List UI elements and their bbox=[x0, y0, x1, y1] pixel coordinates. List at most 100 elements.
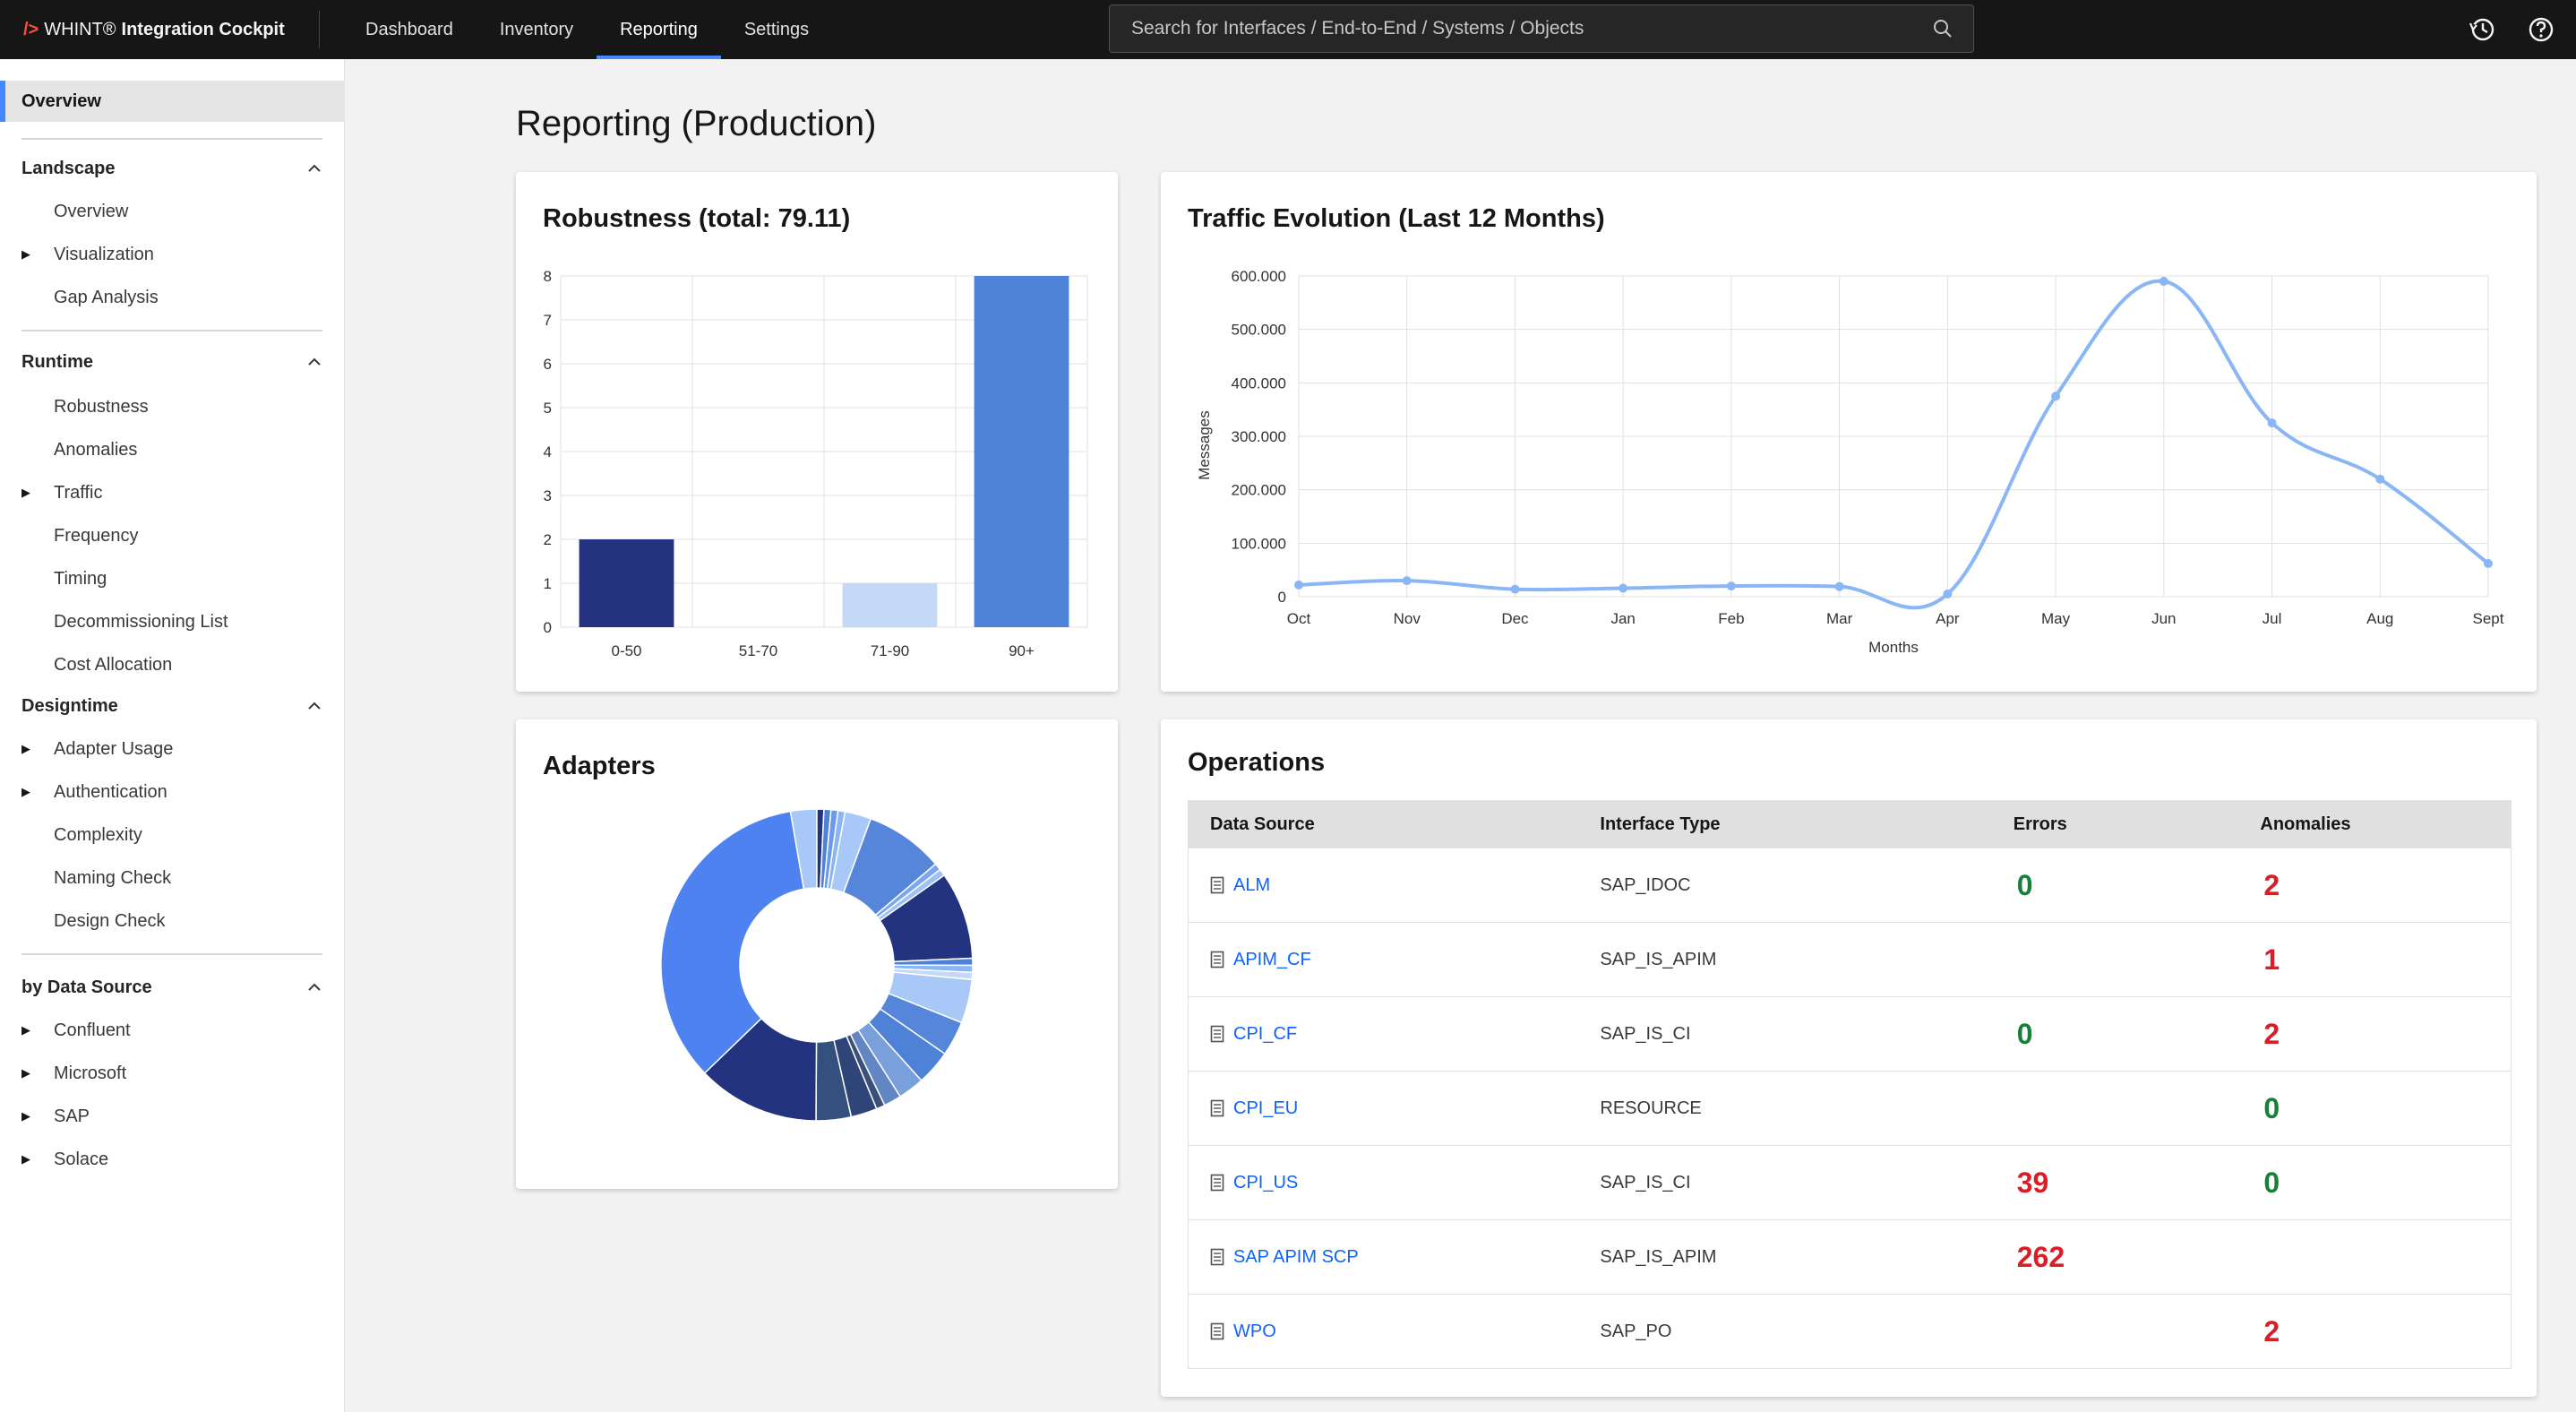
data-point[interactable] bbox=[2267, 418, 2277, 428]
search-icon[interactable] bbox=[1932, 18, 1953, 39]
sidebar-item-frequency[interactable]: Frequency bbox=[21, 518, 139, 554]
sidebar-item-gap-analysis[interactable]: Gap Analysis bbox=[21, 280, 159, 315]
cell-data-source: CPI_CF bbox=[1189, 1024, 1600, 1045]
data-point[interactable] bbox=[2159, 276, 2168, 286]
data-source-link[interactable]: CPI_EU bbox=[1233, 1098, 1299, 1118]
app-brand[interactable]: /> WHINT® Integration Cockpit bbox=[23, 0, 285, 59]
x-tick-label: Nov bbox=[1394, 610, 1421, 627]
document-icon bbox=[1210, 1025, 1224, 1043]
nav-settings[interactable]: Settings bbox=[743, 19, 810, 39]
document-icon bbox=[1210, 1174, 1224, 1192]
sidebar-section-designtime[interactable]: Designtime bbox=[21, 688, 322, 724]
caret-right-icon[interactable]: ▶ bbox=[21, 785, 30, 798]
brand-logo: /> bbox=[23, 19, 39, 39]
anomalies-count: 2 bbox=[2263, 868, 2280, 901]
pie-slice[interactable] bbox=[660, 810, 805, 1074]
brand-product: Integration Cockpit bbox=[121, 19, 285, 39]
table-row: CPI_EU RESOURCE 0 bbox=[1189, 1071, 2511, 1145]
sidebar-item-label: Anomalies bbox=[54, 439, 138, 460]
data-source-link[interactable]: ALM bbox=[1233, 874, 1271, 895]
sidebar-item-anomalies[interactable]: Anomalies bbox=[21, 432, 137, 468]
sidebar-item-visualization[interactable]: ▶ Visualization bbox=[21, 237, 154, 272]
table-row: ALM SAP_IDOC 0 2 bbox=[1189, 848, 2511, 922]
nav-reporting[interactable]: Reporting bbox=[597, 0, 721, 59]
data-source-link[interactable]: SAP APIM SCP bbox=[1233, 1246, 1359, 1267]
cell-errors: 0 bbox=[2014, 1018, 2261, 1051]
sidebar-item-decommissioning-list[interactable]: Decommissioning List bbox=[21, 604, 228, 640]
sidebar-item-label: Authentication bbox=[54, 781, 167, 802]
data-point[interactable] bbox=[2484, 559, 2493, 569]
data-point[interactable] bbox=[1943, 590, 1953, 599]
caret-right-icon[interactable]: ▶ bbox=[21, 247, 30, 261]
errors-count: 262 bbox=[2016, 1240, 2065, 1273]
column-header-interface-type[interactable]: Interface Type bbox=[1600, 814, 1721, 834]
document-icon bbox=[1210, 1248, 1224, 1266]
cell-interface-type: SAP_IS_CI bbox=[1600, 1172, 1691, 1192]
sidebar-item-authentication[interactable]: ▶ Authentication bbox=[21, 774, 167, 810]
cell-interface-type: SAP_IS_APIM bbox=[1600, 949, 1717, 969]
nav-dashboard[interactable]: Dashboard bbox=[365, 19, 453, 39]
x-tick-label: 51-70 bbox=[739, 642, 777, 659]
sidebar-item-confluent[interactable]: ▶ Confluent bbox=[21, 1012, 131, 1048]
sidebar-item-traffic[interactable]: ▶ Traffic bbox=[21, 475, 102, 511]
column-header-data-source[interactable]: Data Source bbox=[1210, 814, 1315, 834]
x-tick-label: 71-90 bbox=[871, 642, 909, 659]
data-point[interactable] bbox=[1402, 576, 1412, 586]
caret-right-icon[interactable]: ▶ bbox=[21, 486, 30, 499]
sidebar-item-landscape-overview[interactable]: Overview bbox=[21, 194, 128, 229]
x-tick-label: Jan bbox=[1610, 610, 1635, 627]
sidebar-item-timing[interactable]: Timing bbox=[21, 561, 107, 597]
bar[interactable] bbox=[579, 539, 674, 627]
column-header-anomalies[interactable]: Anomalies bbox=[2260, 814, 2351, 834]
x-tick-label: Apr bbox=[1936, 610, 1960, 627]
cell-errors: 262 bbox=[2014, 1241, 2261, 1274]
sidebar-item-overview[interactable]: Overview bbox=[0, 81, 345, 122]
anomalies-count: 2 bbox=[2263, 1017, 2280, 1050]
data-source-link[interactable]: CPI_CF bbox=[1233, 1023, 1298, 1044]
table-row: CPI_CF SAP_IS_CI 0 2 bbox=[1189, 996, 2511, 1071]
bar[interactable] bbox=[842, 583, 938, 627]
sidebar-item-complexity[interactable]: Complexity bbox=[21, 817, 142, 853]
x-tick-label: Jun bbox=[2151, 610, 2176, 627]
history-icon[interactable] bbox=[2465, 13, 2499, 47]
help-icon[interactable] bbox=[2524, 13, 2558, 47]
caret-right-icon[interactable]: ▶ bbox=[21, 1152, 30, 1166]
sidebar-divider bbox=[21, 953, 322, 955]
caret-right-icon[interactable]: ▶ bbox=[21, 742, 30, 755]
sidebar-item-cost-allocation[interactable]: Cost Allocation bbox=[21, 647, 172, 683]
sidebar-section-by-data-source[interactable]: by Data Source bbox=[21, 969, 322, 1005]
search-input[interactable] bbox=[1131, 5, 1919, 52]
data-source-link[interactable]: APIM_CF bbox=[1233, 949, 1311, 969]
robustness-card: Robustness (total: 79.11) 0 1 2 3 4 5 6 7 8 0-50 5… bbox=[516, 172, 1118, 692]
sidebar-item-design-check[interactable]: Design Check bbox=[21, 903, 166, 939]
bar[interactable] bbox=[974, 276, 1069, 627]
column-header-errors[interactable]: Errors bbox=[2013, 814, 2067, 834]
sidebar-item-robustness[interactable]: Robustness bbox=[21, 389, 149, 425]
robustness-bar-chart: 0 1 2 3 4 5 6 7 8 0-50 51-70 71-90 90+ bbox=[544, 268, 1088, 659]
sidebar-item-naming-check[interactable]: Naming Check bbox=[21, 860, 171, 896]
sidebar-item-solace[interactable]: ▶ Solace bbox=[21, 1141, 108, 1177]
data-point[interactable] bbox=[1834, 581, 1844, 591]
data-point[interactable] bbox=[1510, 584, 1520, 594]
table-row: APIM_CF SAP_IS_APIM 1 bbox=[1189, 922, 2511, 996]
data-point[interactable] bbox=[1726, 581, 1736, 591]
sidebar-section-landscape[interactable]: Landscape bbox=[21, 151, 322, 186]
data-point[interactable] bbox=[2375, 474, 2385, 484]
data-point[interactable] bbox=[2051, 392, 2061, 401]
sidebar-item-adapter-usage[interactable]: ▶ Adapter Usage bbox=[21, 731, 173, 767]
caret-right-icon[interactable]: ▶ bbox=[21, 1066, 30, 1080]
cell-interface-type: RESOURCE bbox=[1600, 1098, 1702, 1118]
card-title: Robustness (total: 79.11) bbox=[543, 204, 851, 233]
nav-inventory[interactable]: Inventory bbox=[499, 19, 574, 39]
data-point[interactable] bbox=[1294, 580, 1303, 590]
sidebar-item-microsoft[interactable]: ▶ Microsoft bbox=[21, 1055, 126, 1091]
caret-right-icon[interactable]: ▶ bbox=[21, 1023, 30, 1037]
data-source-link[interactable]: WPO bbox=[1233, 1321, 1276, 1341]
caret-right-icon[interactable]: ▶ bbox=[21, 1109, 30, 1123]
sidebar-divider bbox=[21, 138, 322, 140]
data-source-link[interactable]: CPI_US bbox=[1233, 1172, 1299, 1192]
chevron-up-icon bbox=[308, 983, 321, 991]
data-point[interactable] bbox=[1619, 583, 1628, 593]
sidebar-section-runtime[interactable]: Runtime bbox=[21, 344, 322, 380]
sidebar-item-sap[interactable]: ▶ SAP bbox=[21, 1098, 90, 1134]
